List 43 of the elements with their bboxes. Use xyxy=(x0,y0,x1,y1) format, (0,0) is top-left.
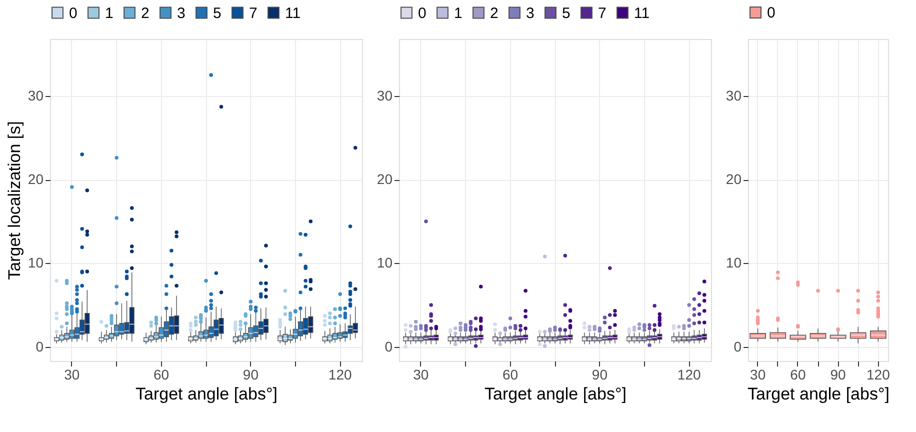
legend-label: 3 xyxy=(177,4,186,22)
legend-label: 11 xyxy=(285,4,301,22)
x-tick-label: 60 xyxy=(502,366,518,382)
y-tick-label: 10 xyxy=(28,254,44,271)
y-tick-label: 0 xyxy=(734,338,742,354)
legend-label: 0 xyxy=(69,4,78,22)
y-tick-label: 0 xyxy=(36,338,44,354)
x-tick-label: 30 xyxy=(750,366,766,382)
x-tick-label: 120 xyxy=(866,366,890,382)
legend-label: 1 xyxy=(454,4,462,22)
x-tick-label: 30 xyxy=(64,366,80,382)
y-tick-label: 30 xyxy=(28,87,44,104)
y-tick-label: 20 xyxy=(376,171,393,188)
y-axis-title: Target localization [s] xyxy=(4,121,24,280)
legend-label: 0 xyxy=(767,4,776,22)
x-axis-title: Target angle [abs°] xyxy=(484,384,626,404)
y-tick-label: 30 xyxy=(376,87,393,104)
x-tick-label: 60 xyxy=(790,366,806,382)
x-axis-title: Target angle [abs°] xyxy=(748,384,890,404)
y-tick-label: 10 xyxy=(376,254,393,271)
legend-label: 7 xyxy=(598,4,606,22)
legend-label: 5 xyxy=(213,4,222,22)
legend-label: 5 xyxy=(562,4,570,22)
x-tick-label: 120 xyxy=(677,366,701,382)
x-tick-label: 120 xyxy=(328,366,352,382)
x-tick-label: 60 xyxy=(154,366,170,382)
legend-label: 11 xyxy=(634,4,650,22)
y-tick-label: 10 xyxy=(726,254,742,271)
legend-label: 2 xyxy=(141,4,150,22)
legend-label: 1 xyxy=(105,4,114,22)
y-tick-label: 0 xyxy=(384,338,393,354)
y-tick-label: 20 xyxy=(28,171,44,188)
legend-label: 3 xyxy=(526,4,534,22)
legend-label: 7 xyxy=(249,4,258,22)
x-tick-label: 90 xyxy=(830,366,846,382)
x-tick-label: 30 xyxy=(413,366,429,382)
legend-label: 2 xyxy=(490,4,498,22)
y-tick-label: 30 xyxy=(726,87,742,104)
x-axis-title: Target angle [abs°] xyxy=(136,384,278,404)
x-tick-label: 90 xyxy=(592,366,608,382)
x-tick-label: 90 xyxy=(242,366,259,382)
y-tick-label: 20 xyxy=(726,171,742,188)
legend-label: 0 xyxy=(418,4,426,22)
